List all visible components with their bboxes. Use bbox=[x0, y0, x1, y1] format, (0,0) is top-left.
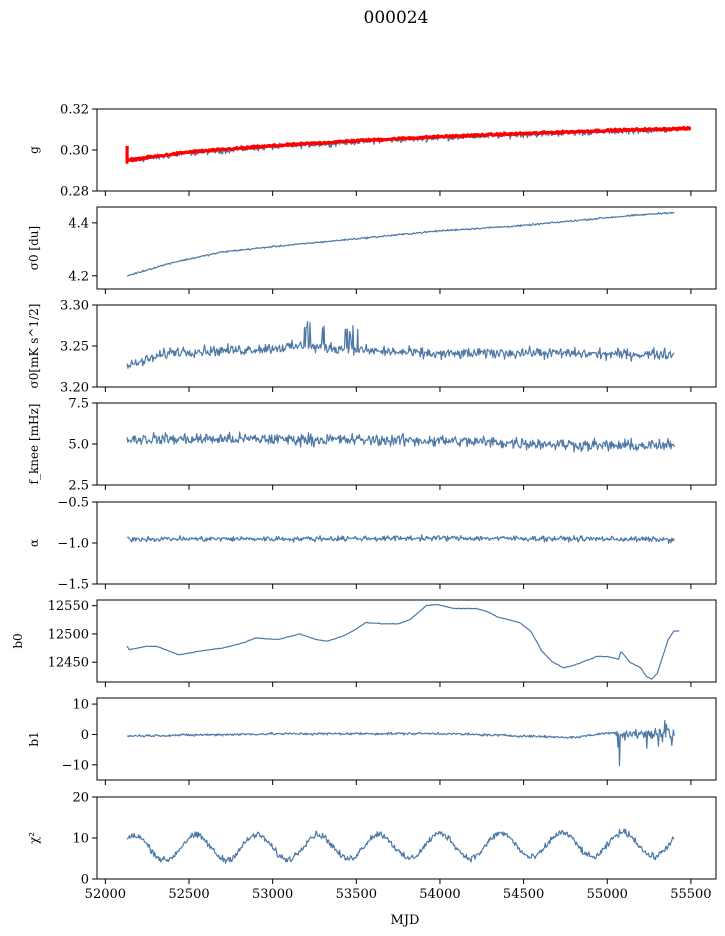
x-tick-label: 52000 bbox=[85, 887, 126, 902]
panel-5: −1.5 −1.0 −0.5 α bbox=[27, 496, 717, 593]
y-tick-label: 7.5 bbox=[68, 397, 89, 412]
panel-6: 12450 12500 12550 b0 bbox=[11, 599, 717, 687]
x-tick-label: 55500 bbox=[670, 887, 711, 902]
axes-frame bbox=[96, 304, 717, 388]
y-tick-label: 20 bbox=[72, 791, 89, 806]
y-tick-label: 0.30 bbox=[60, 144, 89, 159]
axes-frame bbox=[96, 697, 717, 781]
y-tick-label: 0 bbox=[81, 728, 89, 743]
y-axis-label: σ0[mK s^1/2] bbox=[27, 304, 41, 389]
x-tick-label: 55000 bbox=[587, 887, 628, 902]
y-tick-label: 2.5 bbox=[68, 479, 89, 494]
x-tick-label: 53500 bbox=[336, 887, 377, 902]
figure-title: 000024 bbox=[364, 8, 429, 28]
x-tick-label: 54500 bbox=[503, 887, 544, 902]
series-line-3-1 bbox=[126, 321, 675, 369]
y-tick-label: 0.32 bbox=[60, 103, 89, 118]
y-tick-label: 12550 bbox=[48, 599, 89, 614]
y-tick-label: 4.2 bbox=[68, 269, 89, 284]
panel-8: 0 10 20 52000 52500 53000 53500 54000 54500 55000… bbox=[27, 791, 717, 902]
series-line-8-1 bbox=[126, 828, 675, 864]
panel-4: 2.5 5.0 7.5 f_knee [mHz] bbox=[27, 397, 717, 494]
y-tick-label: 3.25 bbox=[60, 340, 89, 355]
series-line-4-1 bbox=[126, 431, 675, 453]
y-axis-label: α bbox=[27, 539, 41, 547]
x-tick-label: 52500 bbox=[168, 887, 209, 902]
y-tick-label: 0.28 bbox=[60, 185, 89, 200]
y-axis-label: g bbox=[27, 146, 41, 154]
y-tick-label: 12450 bbox=[48, 656, 89, 671]
y-tick-label: −0.5 bbox=[57, 496, 89, 511]
series-line-5-1 bbox=[126, 534, 675, 545]
axes-frame bbox=[96, 206, 717, 290]
y-axis-label: b0 bbox=[11, 633, 25, 648]
y-axis-label: b1 bbox=[27, 731, 41, 746]
y-axis-label: χ² bbox=[27, 832, 41, 844]
panel-7: −10 0 10 b1 bbox=[27, 697, 717, 785]
panel-3: 3.20 3.25 3.30 σ0[mK s^1/2] bbox=[27, 299, 717, 396]
x-tick-label: 53000 bbox=[252, 887, 293, 902]
series-line-2-1 bbox=[126, 211, 675, 277]
series-line-1-2 bbox=[125, 125, 692, 164]
series-line-6-1 bbox=[126, 603, 680, 680]
y-tick-label: 0 bbox=[81, 873, 89, 888]
x-axis-label: MJD bbox=[391, 913, 420, 928]
y-tick-label: −1.0 bbox=[57, 537, 89, 552]
panel-2: 4.2 4.4 σ0 [du] bbox=[27, 206, 717, 294]
y-axis-label: f_knee [mHz] bbox=[27, 404, 41, 485]
y-axis-label: σ0 [du] bbox=[27, 226, 41, 270]
y-tick-label: 3.30 bbox=[60, 299, 89, 314]
axes-frame bbox=[96, 501, 717, 585]
x-tick-label: 54000 bbox=[419, 887, 460, 902]
y-tick-label: 5.0 bbox=[68, 438, 89, 453]
series-line-1-1 bbox=[126, 126, 675, 163]
y-tick-label: 3.20 bbox=[60, 381, 89, 396]
y-tick-label: −1.5 bbox=[57, 578, 89, 593]
panel-1: 0.28 0.30 0.32 g bbox=[27, 103, 717, 200]
y-tick-label: 10 bbox=[72, 698, 89, 713]
y-tick-label: 10 bbox=[72, 832, 89, 847]
panels: 0.28 0.30 0.32 g 4.2 4.4 σ0 [du] 3.20 3.25 3.30 σ0… bbox=[11, 103, 717, 928]
y-tick-label: 12500 bbox=[48, 627, 89, 642]
y-tick-label: 4.4 bbox=[68, 216, 89, 231]
series-line-7-1 bbox=[127, 719, 675, 767]
y-tick-label: −10 bbox=[62, 758, 89, 773]
axes-frame bbox=[96, 599, 717, 683]
